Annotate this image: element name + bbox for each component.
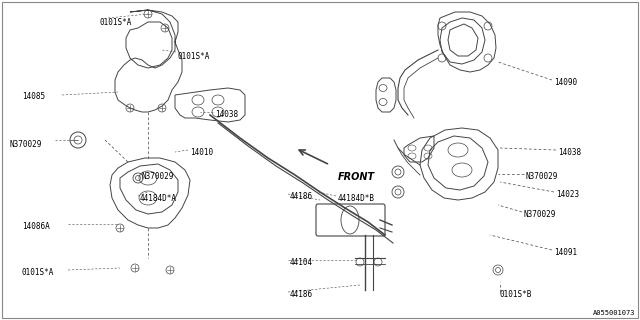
Text: N370029: N370029: [10, 140, 42, 149]
Text: N370029: N370029: [524, 210, 556, 219]
Text: 14085: 14085: [22, 92, 45, 101]
Text: 44184D*A: 44184D*A: [140, 194, 177, 203]
Text: 14038: 14038: [215, 110, 238, 119]
Text: N370029: N370029: [526, 172, 558, 181]
Text: 14091: 14091: [554, 248, 577, 257]
Text: 14023: 14023: [556, 190, 579, 199]
Text: A055001073: A055001073: [593, 310, 635, 316]
Text: 0101S*A: 0101S*A: [178, 52, 211, 61]
Text: 14010: 14010: [190, 148, 213, 157]
Text: 44184D*B: 44184D*B: [338, 194, 375, 203]
Text: FRONT: FRONT: [338, 172, 375, 182]
Text: N370029: N370029: [142, 172, 174, 181]
Text: 44186: 44186: [290, 192, 313, 201]
Text: 0101S*A: 0101S*A: [22, 268, 54, 277]
Text: 0101S*A: 0101S*A: [100, 18, 132, 27]
Text: 14086A: 14086A: [22, 222, 50, 231]
Text: 44186: 44186: [290, 290, 313, 299]
Text: 0101S*B: 0101S*B: [500, 290, 532, 299]
Text: 44104: 44104: [290, 258, 313, 267]
Text: 14090: 14090: [554, 78, 577, 87]
Text: 14038: 14038: [558, 148, 581, 157]
